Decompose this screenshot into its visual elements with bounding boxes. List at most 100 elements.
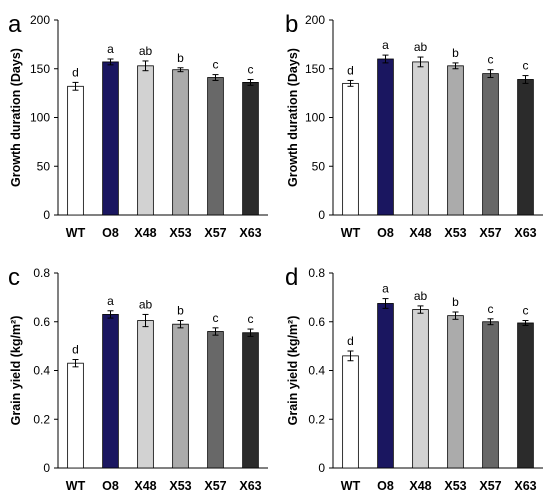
x-tick-label: O8 (377, 226, 394, 240)
significance-label: c (248, 312, 254, 326)
panel-label: c (8, 264, 20, 291)
bar-WT (342, 355, 359, 469)
bar-X53 (172, 323, 189, 469)
bar-X53 (447, 65, 464, 216)
x-tick-label: X53 (444, 226, 466, 240)
y-tick-label: 0.6 (33, 315, 50, 329)
x-tick-label: X57 (204, 226, 226, 240)
y-tick-label: 0.2 (308, 412, 325, 426)
bar-X48 (412, 61, 429, 216)
significance-label: d (347, 63, 354, 77)
bar-O8 (102, 314, 119, 469)
y-tick-label: 50 (37, 159, 51, 173)
y-axis-label: Grain yield (kg/m²) (286, 316, 300, 426)
bar-X57 (482, 73, 499, 216)
y-tick-label: 0.2 (33, 412, 50, 426)
bar-X48 (137, 65, 154, 216)
significance-label: b (452, 295, 459, 309)
panel-label: d (285, 264, 298, 291)
significance-label: d (72, 343, 79, 357)
significance-label: a (382, 38, 389, 52)
panel-label: a (8, 11, 22, 38)
bar-X57 (207, 77, 224, 216)
y-axis-label: Grain yield (kg/m²) (9, 316, 23, 426)
significance-label: a (107, 294, 114, 308)
y-tick-label: 0.8 (33, 266, 50, 280)
y-tick-label: 0.8 (308, 266, 325, 280)
bar-WT (67, 362, 84, 469)
x-tick-label: X63 (514, 226, 536, 240)
x-tick-label: WT (341, 226, 361, 240)
y-tick-label: 0 (318, 461, 325, 475)
x-tick-label: X63 (239, 226, 261, 240)
y-tick-label: 0.6 (308, 315, 325, 329)
y-tick-label: 0 (318, 208, 325, 222)
y-axis-label: Growth duration (Days) (9, 48, 23, 187)
significance-label: d (347, 334, 354, 348)
chart-panel-d: d 0 0.2 0.4 0.6 0.8 Grain yield (kg/m²) d WT a O8 a… (285, 264, 543, 493)
bar-X48 (412, 309, 429, 469)
bar-X53 (447, 315, 464, 469)
significance-label: c (488, 53, 494, 67)
x-tick-label: O8 (102, 226, 119, 240)
x-tick-label: X57 (479, 226, 501, 240)
chart-panel-a: a 0 50 100 150 200 Growth duration (Days) d WT a O… (8, 11, 268, 240)
bar-X63 (242, 82, 259, 216)
x-tick-label: X53 (169, 226, 191, 240)
significance-label: a (107, 42, 114, 56)
significance-label: c (523, 304, 529, 318)
x-tick-label: X57 (479, 479, 501, 493)
x-tick-label: X48 (409, 226, 431, 240)
y-tick-label: 200 (30, 13, 50, 27)
significance-label: ab (139, 44, 153, 58)
significance-label: c (213, 311, 219, 325)
significance-label: c (523, 59, 529, 73)
y-tick-label: 100 (30, 111, 50, 125)
bar-X57 (207, 331, 224, 469)
bar-O8 (377, 58, 394, 216)
significance-label: b (177, 51, 184, 65)
significance-label: d (72, 65, 79, 79)
bar-X63 (242, 332, 259, 469)
x-tick-label: X57 (204, 479, 226, 493)
bar-WT (342, 82, 359, 216)
bar-O8 (102, 61, 119, 216)
y-tick-label: 100 (305, 111, 325, 125)
x-tick-label: X53 (444, 479, 466, 493)
x-tick-label: X63 (514, 479, 536, 493)
bar-X63 (517, 322, 534, 469)
significance-label: b (177, 304, 184, 318)
x-tick-label: O8 (102, 479, 119, 493)
chart-panel-c: c 0 0.2 0.4 0.6 0.8 Grain yield (kg/m²) d WT a O8 a… (8, 264, 268, 493)
x-tick-label: WT (341, 479, 361, 493)
y-tick-label: 0 (43, 208, 50, 222)
y-tick-label: 50 (312, 159, 326, 173)
y-tick-label: 150 (30, 62, 50, 76)
bar-X63 (517, 79, 534, 216)
significance-label: ab (414, 289, 428, 303)
bar-X48 (137, 320, 154, 469)
x-tick-label: X48 (409, 479, 431, 493)
significance-label: ab (414, 40, 428, 54)
significance-label: a (382, 282, 389, 296)
significance-label: c (213, 58, 219, 72)
x-tick-label: X53 (169, 479, 191, 493)
y-tick-label: 0.4 (308, 364, 325, 378)
x-tick-label: X48 (134, 226, 156, 240)
bar-X57 (482, 321, 499, 469)
y-tick-label: 0.4 (33, 364, 50, 378)
bar-O8 (377, 303, 394, 469)
y-axis-label: Growth duration (Days) (286, 48, 300, 187)
x-tick-label: WT (66, 226, 86, 240)
significance-label: b (452, 46, 459, 60)
x-tick-label: WT (66, 479, 86, 493)
x-tick-label: O8 (377, 479, 394, 493)
bar-WT (67, 85, 84, 216)
x-tick-label: X48 (134, 479, 156, 493)
significance-label: ab (139, 297, 153, 311)
panel-label: b (285, 11, 298, 38)
significance-label: c (248, 62, 254, 76)
chart-panel-b: b 0 50 100 150 200 Growth duration (Days) d WT a O… (285, 11, 543, 240)
y-tick-label: 0 (43, 461, 50, 475)
